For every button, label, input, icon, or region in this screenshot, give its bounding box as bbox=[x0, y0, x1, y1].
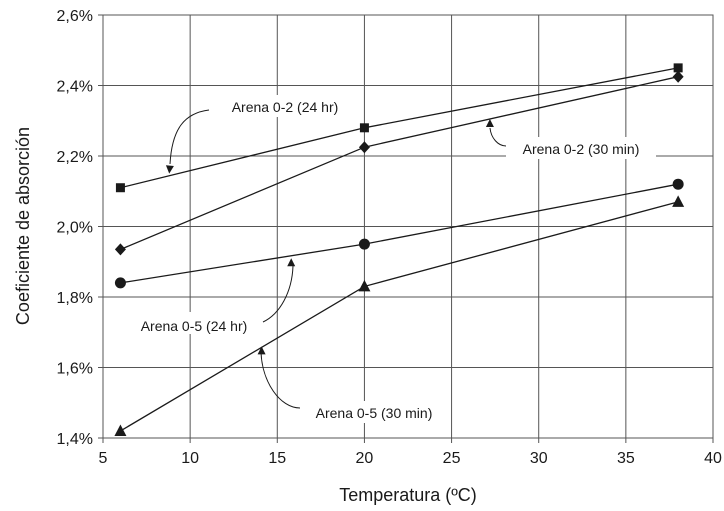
arrow-head-icon bbox=[165, 165, 174, 174]
series-4 bbox=[114, 195, 685, 436]
series-3 bbox=[114, 178, 684, 289]
y-tick-label: 1,4% bbox=[57, 431, 93, 448]
callout-label: Arena 0-2 (24 hr) bbox=[232, 99, 339, 115]
callout-annotation: Arena 0-5 (24 hr) bbox=[125, 258, 296, 334]
x-tick-label: 30 bbox=[530, 450, 548, 467]
callout-label: Arena 0-2 (30 min) bbox=[523, 141, 640, 157]
y-tick-label: 2,2% bbox=[57, 149, 93, 166]
callout-annotation: Arena 0-2 (30 min) bbox=[485, 118, 656, 159]
y-axis-ticks: 1,4% 1,6% 1,8% 2,0% 2,2% 2,4% 2,6% bbox=[57, 8, 103, 448]
data-point bbox=[358, 141, 370, 154]
x-axis-ticks: 5 10 15 20 25 30 35 40 bbox=[99, 438, 722, 467]
x-axis-title: Temperatura (ºC) bbox=[339, 485, 477, 505]
y-tick-label: 2,6% bbox=[57, 8, 93, 25]
callout-annotation: Arena 0-2 (24 hr) bbox=[165, 95, 361, 174]
x-tick-label: 20 bbox=[356, 450, 374, 467]
callout-label: Arena 0-5 (24 hr) bbox=[141, 318, 248, 334]
series-2 bbox=[114, 70, 684, 256]
arrow-head-icon bbox=[485, 118, 494, 127]
y-tick-label: 1,6% bbox=[57, 361, 93, 378]
data-point bbox=[358, 279, 371, 292]
annotations: Arena 0-2 (24 hr) Arena 0-2 (30 min) Arena… bbox=[125, 95, 656, 423]
data-point bbox=[358, 238, 370, 250]
callout-arrow bbox=[489, 127, 507, 147]
data-point bbox=[114, 277, 126, 289]
callout-label: Arena 0-5 (30 min) bbox=[316, 405, 433, 421]
x-tick-label: 25 bbox=[443, 450, 461, 467]
series-group bbox=[114, 63, 685, 436]
data-point bbox=[672, 195, 685, 207]
x-tick-label: 5 bbox=[99, 450, 108, 467]
callout-arrow bbox=[260, 351, 301, 409]
series-line bbox=[120, 183, 679, 284]
arrow-head-icon bbox=[257, 346, 266, 355]
callout-box bbox=[506, 137, 656, 159]
x-tick-label: 15 bbox=[268, 450, 286, 467]
data-point bbox=[672, 70, 684, 83]
callout-arrow bbox=[169, 109, 210, 165]
series-1 bbox=[115, 63, 683, 193]
data-point bbox=[359, 123, 369, 133]
series-line bbox=[120, 76, 679, 251]
y-tick-label: 2,0% bbox=[57, 220, 93, 237]
x-tick-label: 35 bbox=[617, 450, 635, 467]
callout-arrow bbox=[262, 265, 294, 323]
data-point bbox=[673, 63, 683, 73]
callout-box bbox=[209, 95, 361, 117]
y-axis-title: Coeficiente de absorción bbox=[13, 127, 33, 325]
x-tick-label: 10 bbox=[181, 450, 199, 467]
x-tick-label: 40 bbox=[704, 450, 722, 467]
y-tick-label: 1,8% bbox=[57, 290, 93, 307]
y-tick-label: 2,4% bbox=[57, 79, 93, 96]
arrow-head-icon bbox=[287, 258, 296, 267]
data-point bbox=[114, 243, 126, 256]
data-point bbox=[672, 178, 684, 190]
callout-box bbox=[300, 401, 450, 423]
data-point bbox=[115, 183, 125, 193]
callout-annotation: Arena 0-5 (30 min) bbox=[257, 346, 450, 423]
callout-box bbox=[125, 312, 263, 334]
data-point bbox=[114, 424, 127, 436]
